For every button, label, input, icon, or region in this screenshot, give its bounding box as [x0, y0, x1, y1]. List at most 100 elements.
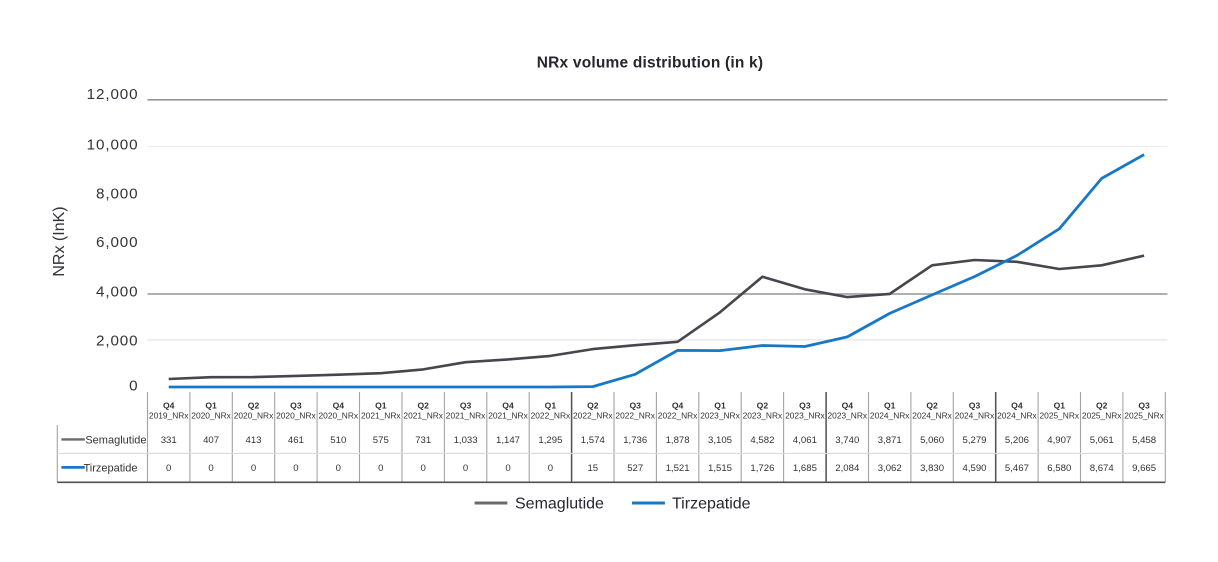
svg-text:0: 0: [251, 463, 256, 474]
svg-text:Q4: Q4: [672, 401, 684, 411]
svg-text:Q1: Q1: [375, 401, 387, 411]
svg-text:1,736: 1,736: [623, 435, 647, 446]
svg-text:1,295: 1,295: [538, 435, 562, 446]
svg-text:0: 0: [166, 463, 171, 474]
svg-text:5,467: 5,467: [1005, 463, 1029, 474]
svg-text:0: 0: [505, 463, 510, 474]
svg-text:Q3: Q3: [799, 401, 811, 411]
svg-text:2021_NRx: 2021_NRx: [403, 410, 443, 420]
svg-text:0: 0: [293, 463, 298, 474]
svg-text:2,084: 2,084: [835, 463, 860, 474]
svg-text:2020_NRx: 2020_NRx: [319, 410, 359, 420]
svg-text:6,580: 6,580: [1047, 463, 1071, 474]
svg-text:Q2: Q2: [1096, 401, 1108, 411]
svg-text:Q2: Q2: [587, 401, 599, 411]
svg-text:2,000: 2,000: [96, 333, 139, 350]
svg-text:Q1: Q1: [1054, 401, 1066, 411]
svg-text:9,665: 9,665: [1132, 463, 1156, 474]
svg-text:2025_NRx: 2025_NRx: [1040, 410, 1080, 420]
svg-text:Semaglutide: Semaglutide: [85, 434, 146, 446]
svg-text:12,000: 12,000: [87, 86, 139, 103]
svg-text:Q2: Q2: [248, 401, 260, 411]
svg-text:1,574: 1,574: [581, 435, 606, 446]
svg-text:3,740: 3,740: [835, 435, 859, 446]
svg-text:4,590: 4,590: [962, 463, 986, 474]
svg-text:Q2: Q2: [417, 401, 429, 411]
svg-text:2021_NRx: 2021_NRx: [446, 410, 486, 420]
svg-text:461: 461: [288, 435, 304, 446]
svg-text:10,000: 10,000: [87, 136, 139, 153]
svg-text:0: 0: [548, 463, 553, 474]
svg-text:2023_NRx: 2023_NRx: [785, 410, 825, 420]
svg-text:2022_NRx: 2022_NRx: [658, 410, 698, 420]
svg-text:5,061: 5,061: [1090, 435, 1114, 446]
svg-text:15: 15: [587, 463, 598, 474]
svg-text:1,685: 1,685: [793, 463, 817, 474]
svg-text:Tirzepatide: Tirzepatide: [83, 462, 137, 474]
svg-text:NRx (InK): NRx (InK): [51, 206, 68, 276]
svg-text:Q4: Q4: [333, 401, 345, 411]
svg-text:Q3: Q3: [1138, 401, 1150, 411]
svg-text:575: 575: [373, 435, 389, 446]
svg-text:Q4: Q4: [842, 401, 854, 411]
svg-text:731: 731: [415, 435, 431, 446]
svg-text:3,062: 3,062: [878, 463, 902, 474]
svg-text:6,000: 6,000: [96, 234, 139, 251]
svg-text:Q3: Q3: [460, 401, 472, 411]
svg-text:4,907: 4,907: [1047, 435, 1071, 446]
svg-text:3,871: 3,871: [878, 435, 902, 446]
svg-text:2024_NRx: 2024_NRx: [955, 410, 995, 420]
svg-text:5,279: 5,279: [962, 435, 986, 446]
svg-text:2022_NRx: 2022_NRx: [531, 410, 571, 420]
svg-text:0: 0: [129, 378, 138, 395]
svg-text:0: 0: [336, 463, 341, 474]
svg-text:Q3: Q3: [969, 401, 981, 411]
svg-text:5,206: 5,206: [1005, 435, 1029, 446]
svg-text:0: 0: [421, 463, 426, 474]
svg-text:2021_NRx: 2021_NRx: [488, 410, 528, 420]
svg-text:Q4: Q4: [163, 401, 175, 411]
svg-text:2020_NRx: 2020_NRx: [276, 410, 316, 420]
svg-text:1,033: 1,033: [454, 435, 478, 446]
svg-text:Q2: Q2: [757, 401, 769, 411]
svg-text:4,000: 4,000: [96, 284, 139, 301]
svg-text:0: 0: [463, 463, 468, 474]
svg-text:3,830: 3,830: [920, 463, 944, 474]
svg-text:2023_NRx: 2023_NRx: [700, 410, 740, 420]
svg-text:8,000: 8,000: [96, 185, 139, 202]
svg-text:2023_NRx: 2023_NRx: [743, 410, 783, 420]
svg-text:0: 0: [378, 463, 383, 474]
svg-text:2025_NRx: 2025_NRx: [1124, 410, 1164, 420]
svg-text:Q1: Q1: [714, 401, 726, 411]
svg-text:2020_NRx: 2020_NRx: [234, 410, 274, 420]
svg-text:2022_NRx: 2022_NRx: [615, 410, 655, 420]
svg-text:Q2: Q2: [926, 401, 938, 411]
svg-text:2024_NRx: 2024_NRx: [997, 410, 1037, 420]
svg-text:Q4: Q4: [1011, 401, 1023, 411]
svg-text:2024_NRx: 2024_NRx: [912, 410, 952, 420]
svg-text:Q1: Q1: [205, 401, 217, 411]
svg-text:5,060: 5,060: [920, 435, 944, 446]
svg-text:407: 407: [203, 435, 219, 446]
svg-text:527: 527: [627, 463, 643, 474]
svg-text:2024_NRx: 2024_NRx: [870, 410, 910, 420]
svg-text:1,878: 1,878: [666, 435, 690, 446]
svg-text:Q4: Q4: [502, 401, 514, 411]
svg-text:8,674: 8,674: [1090, 463, 1115, 474]
svg-text:1,726: 1,726: [750, 463, 774, 474]
svg-text:Q1: Q1: [545, 401, 557, 411]
svg-text:2022_NRx: 2022_NRx: [573, 410, 613, 420]
svg-text:Q3: Q3: [290, 401, 302, 411]
svg-text:Q1: Q1: [884, 401, 896, 411]
svg-text:4,061: 4,061: [793, 435, 817, 446]
svg-text:5,458: 5,458: [1132, 435, 1156, 446]
svg-text:2019_NRx: 2019_NRx: [149, 410, 189, 420]
svg-text:331: 331: [161, 435, 177, 446]
svg-text:NRx volume distribution (in k): NRx volume distribution (in k): [537, 55, 763, 72]
svg-text:2020_NRx: 2020_NRx: [191, 410, 231, 420]
svg-text:Tirzepatide: Tirzepatide: [672, 496, 751, 513]
svg-text:510: 510: [330, 435, 346, 446]
svg-text:2025_NRx: 2025_NRx: [1082, 410, 1122, 420]
svg-text:3,105: 3,105: [708, 435, 732, 446]
svg-text:Q3: Q3: [629, 401, 641, 411]
